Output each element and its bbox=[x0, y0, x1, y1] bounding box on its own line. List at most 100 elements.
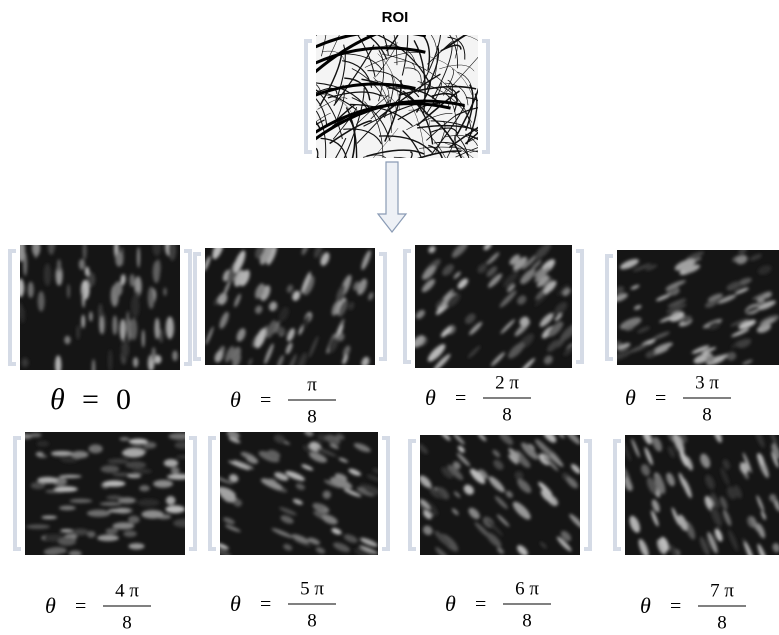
blob bbox=[128, 516, 140, 524]
denominator: 8 bbox=[522, 610, 532, 631]
roi-title: ROI bbox=[382, 9, 409, 26]
blob bbox=[89, 444, 103, 453]
blob bbox=[164, 459, 178, 467]
blob bbox=[171, 467, 180, 474]
blob bbox=[159, 329, 163, 343]
denominator: 8 bbox=[122, 612, 132, 633]
blob bbox=[50, 242, 56, 251]
panels: θ=0θ=π8θ=2 π8θ=3 π8θ=4 π8θ=5 π8θ=6 π8θ=7… bbox=[10, 237, 779, 633]
frame-left bbox=[10, 251, 16, 364]
blob bbox=[100, 502, 122, 506]
blob bbox=[97, 535, 119, 542]
blob bbox=[101, 465, 120, 473]
blob bbox=[107, 459, 128, 464]
blob bbox=[99, 316, 103, 333]
theta: θ bbox=[445, 591, 456, 616]
blob bbox=[81, 315, 85, 329]
theta: θ bbox=[230, 387, 241, 412]
blob bbox=[131, 295, 139, 318]
blob bbox=[59, 475, 82, 478]
blob bbox=[37, 477, 57, 483]
equals: = bbox=[82, 383, 99, 416]
blob bbox=[169, 433, 192, 440]
blob bbox=[166, 496, 176, 505]
blob bbox=[152, 347, 156, 360]
theta: θ bbox=[425, 385, 436, 410]
frame-left bbox=[15, 438, 21, 549]
fiber bbox=[318, 157, 334, 213]
blob bbox=[113, 522, 135, 529]
panel: θ=3 π8 bbox=[607, 247, 779, 426]
blob bbox=[133, 357, 138, 367]
panel: θ=2 π8 bbox=[405, 239, 582, 425]
blob bbox=[121, 340, 129, 358]
down-arrow bbox=[378, 162, 406, 232]
blob bbox=[76, 325, 79, 340]
numerator: 5 π bbox=[300, 578, 324, 599]
blob bbox=[87, 510, 111, 517]
blob bbox=[69, 550, 82, 557]
blob bbox=[126, 311, 129, 333]
blob bbox=[34, 239, 38, 258]
theta: θ bbox=[640, 593, 651, 618]
blob bbox=[72, 529, 89, 536]
blob bbox=[108, 509, 131, 513]
numerator: 2 π bbox=[495, 372, 519, 393]
blob bbox=[17, 238, 25, 261]
blob bbox=[89, 311, 93, 321]
blob bbox=[41, 516, 57, 520]
equals: = bbox=[260, 390, 271, 412]
frame-right bbox=[584, 441, 590, 549]
equals: = bbox=[75, 596, 86, 618]
blob bbox=[67, 284, 70, 298]
blob bbox=[106, 495, 122, 500]
blob bbox=[129, 274, 134, 287]
blob bbox=[165, 505, 184, 513]
blob bbox=[85, 267, 89, 277]
blob bbox=[130, 318, 137, 340]
blob bbox=[17, 279, 24, 298]
frame-right bbox=[184, 251, 190, 364]
blob bbox=[176, 455, 192, 458]
blob bbox=[168, 239, 176, 261]
theta: θ bbox=[45, 593, 56, 618]
blob bbox=[121, 275, 125, 286]
denominator: 8 bbox=[307, 406, 317, 427]
blob bbox=[64, 336, 70, 345]
blob bbox=[58, 537, 76, 546]
blob bbox=[132, 469, 152, 474]
blob bbox=[44, 263, 51, 286]
numerator: π bbox=[307, 374, 317, 395]
equals: = bbox=[260, 594, 271, 616]
numerator: 4 π bbox=[115, 580, 139, 601]
blob bbox=[79, 259, 85, 270]
blob bbox=[153, 261, 160, 283]
blob bbox=[137, 247, 140, 268]
theta: θ bbox=[50, 383, 65, 416]
panel: θ=6 π8 bbox=[410, 427, 590, 631]
fiber bbox=[324, 0, 361, 35]
blob bbox=[108, 350, 112, 373]
blob bbox=[48, 547, 67, 554]
frame-left bbox=[615, 441, 621, 549]
blob bbox=[120, 319, 126, 341]
denominator: 8 bbox=[717, 612, 727, 633]
blob bbox=[138, 499, 160, 507]
blob bbox=[142, 330, 145, 348]
numerator: 7 π bbox=[710, 580, 734, 601]
panel: θ=7 π8 bbox=[615, 426, 779, 633]
denominator: 8 bbox=[702, 404, 712, 425]
frame-left bbox=[607, 256, 613, 359]
blob bbox=[115, 252, 122, 267]
blob bbox=[144, 442, 157, 449]
frame-left bbox=[306, 41, 312, 152]
blob bbox=[152, 237, 161, 256]
blob bbox=[36, 452, 44, 457]
blob bbox=[28, 282, 34, 298]
value: 0 bbox=[116, 383, 131, 416]
theta: θ bbox=[625, 385, 636, 410]
denominator: 8 bbox=[307, 610, 317, 631]
blob bbox=[112, 315, 117, 335]
panel: θ=5 π8 bbox=[210, 428, 388, 631]
blob bbox=[123, 531, 137, 538]
